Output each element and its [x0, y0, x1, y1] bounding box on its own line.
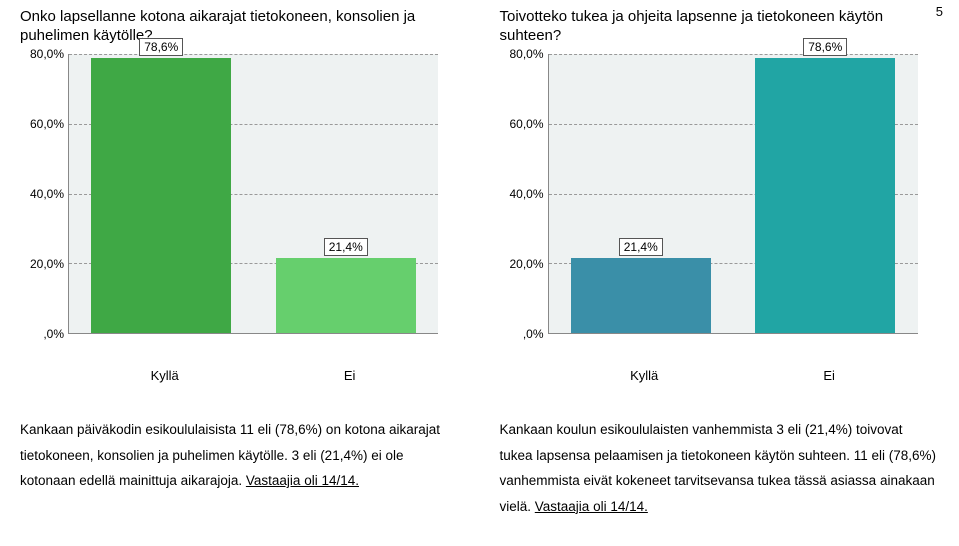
xlabel: Kyllä: [630, 368, 658, 383]
chart-right-yaxis: 80,0% 60,0% 40,0% 20,0% ,0%: [500, 54, 548, 334]
text-right: Kankaan koulun esikoululaisten vanhemmis…: [500, 417, 940, 520]
chart-left: Onko lapsellanne kotona aikarajat tietok…: [20, 8, 460, 383]
text-right-tail: Vastaajia oli 14/14.: [535, 499, 648, 514]
bar-rect: [91, 58, 231, 333]
text-row: Kankaan päiväkodin esikoululaisista 11 e…: [20, 417, 939, 520]
bar-rect: [276, 258, 416, 333]
ytick-label: 20,0%: [30, 257, 64, 271]
xlabel: Kyllä: [151, 368, 179, 383]
xlabel: Ei: [344, 368, 356, 383]
chart-left-plot: 80,0% 60,0% 40,0% 20,0% ,0% 78,6% 21,4%: [20, 54, 460, 364]
bar-rect: [755, 58, 895, 333]
chart-left-plotarea: 78,6% 21,4%: [68, 54, 438, 334]
chart-right-plotarea: 21,4% 78,6%: [548, 54, 918, 334]
chart-right: Toivotteko tukea ja ohjeita lapsenne ja …: [500, 8, 940, 383]
chart-left-title: Onko lapsellanne kotona aikarajat tietok…: [20, 8, 460, 48]
text-left-body: Kankaan päiväkodin esikoululaisista 11 e…: [20, 422, 440, 488]
chart-left-bars: 78,6% 21,4%: [69, 54, 438, 333]
chart-right-xlabels: Kyllä Ei: [548, 368, 918, 383]
bar-value-label: 21,4%: [619, 238, 663, 256]
chart-left-yaxis: 80,0% 60,0% 40,0% 20,0% ,0%: [20, 54, 68, 334]
page-number: 5: [936, 4, 943, 19]
ytick-label: 40,0%: [509, 187, 543, 201]
ytick-label: 20,0%: [509, 257, 543, 271]
ytick-label: ,0%: [523, 327, 544, 341]
bar-ei: 78,6%: [755, 38, 895, 333]
ytick-label: 60,0%: [30, 117, 64, 131]
chart-right-bars: 21,4% 78,6%: [549, 54, 918, 333]
ytick-label: 60,0%: [509, 117, 543, 131]
bar-value-label: 78,6%: [803, 38, 847, 56]
chart-right-plot: 80,0% 60,0% 40,0% 20,0% ,0% 21,4% 78,6%: [500, 54, 940, 364]
ytick-label: 80,0%: [509, 47, 543, 61]
ytick-label: 80,0%: [30, 47, 64, 61]
bar-value-label: 78,6%: [139, 38, 183, 56]
bar-value-label: 21,4%: [324, 238, 368, 256]
bar-kylla: 78,6%: [91, 38, 231, 333]
charts-row: Onko lapsellanne kotona aikarajat tietok…: [20, 8, 939, 383]
text-left-tail: Vastaajia oli 14/14.: [246, 473, 359, 488]
bar-ei: 21,4%: [276, 238, 416, 333]
bar-kylla: 21,4%: [571, 238, 711, 333]
ytick-label: ,0%: [43, 327, 64, 341]
bar-rect: [571, 258, 711, 333]
text-left: Kankaan päiväkodin esikoululaisista 11 e…: [20, 417, 460, 520]
chart-left-xlabels: Kyllä Ei: [68, 368, 438, 383]
xlabel: Ei: [823, 368, 835, 383]
ytick-label: 40,0%: [30, 187, 64, 201]
